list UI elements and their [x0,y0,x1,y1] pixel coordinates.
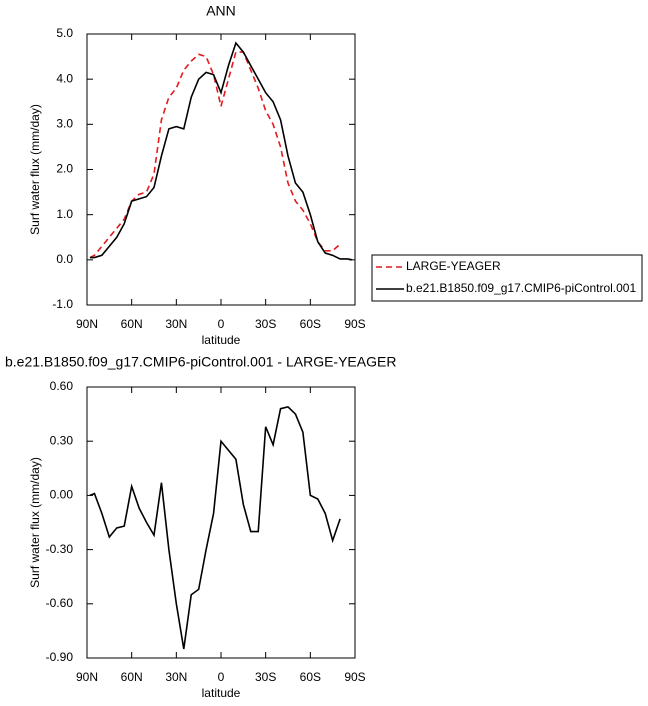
y-tick-label: 2.0 [56,162,73,176]
x-tick-label: 30N [165,317,187,331]
x-tick-label: 90S [344,317,365,331]
x-tick-label: 90S [344,670,365,684]
x-tick-label: 60S [300,317,321,331]
line-series [89,405,341,650]
y-tick-label: 0.30 [50,433,74,447]
legend-box [371,254,643,302]
y-tick-label: -0.30 [46,542,74,556]
y-tick-label: 0.00 [50,488,74,502]
y-tick-label: 0.0 [56,252,73,266]
x-tick-label: 90N [76,670,98,684]
y-tick-label: -0.60 [46,596,74,610]
plot-frame [86,33,356,306]
y-tick-label: 4.0 [56,71,73,85]
x-axis-label: latitude [202,333,241,347]
x-tick-label: 60S [300,670,321,684]
x-tick-label: 30S [255,670,276,684]
x-tick-label: 90N [76,317,98,331]
x-tick-label: 60N [121,670,143,684]
y-tick-label: 0.60 [50,379,74,393]
y-tick-label: 3.0 [56,117,73,131]
plot-frame [86,386,356,659]
y-tick-label: -0.90 [46,650,74,664]
y-tick-label: 1.0 [56,207,73,221]
legend-label: b.e21.B1850.f09_g17.CMIP6-piControl.001 [406,281,636,295]
line-series [89,51,341,259]
x-tick-label: 30N [165,670,187,684]
x-axis-label: latitude [202,686,241,700]
y-axis-label: Surf water flux (mm/day) [28,457,42,588]
y-tick-label: -1.0 [52,297,73,311]
legend-label: LARGE-YEAGER [406,259,501,273]
chart-title: b.e21.B1850.f09_g17.CMIP6-piControl.001 … [5,354,396,370]
x-tick-label: 30S [255,317,276,331]
x-tick-label: 60N [121,317,143,331]
line-series [89,41,353,261]
chart-title: ANN [206,3,236,19]
y-axis-label: Surf water flux (mm/day) [28,104,42,235]
x-tick-label: 0 [218,670,225,684]
y-tick-label: 5.0 [56,26,73,40]
x-tick-label: 0 [218,317,225,331]
